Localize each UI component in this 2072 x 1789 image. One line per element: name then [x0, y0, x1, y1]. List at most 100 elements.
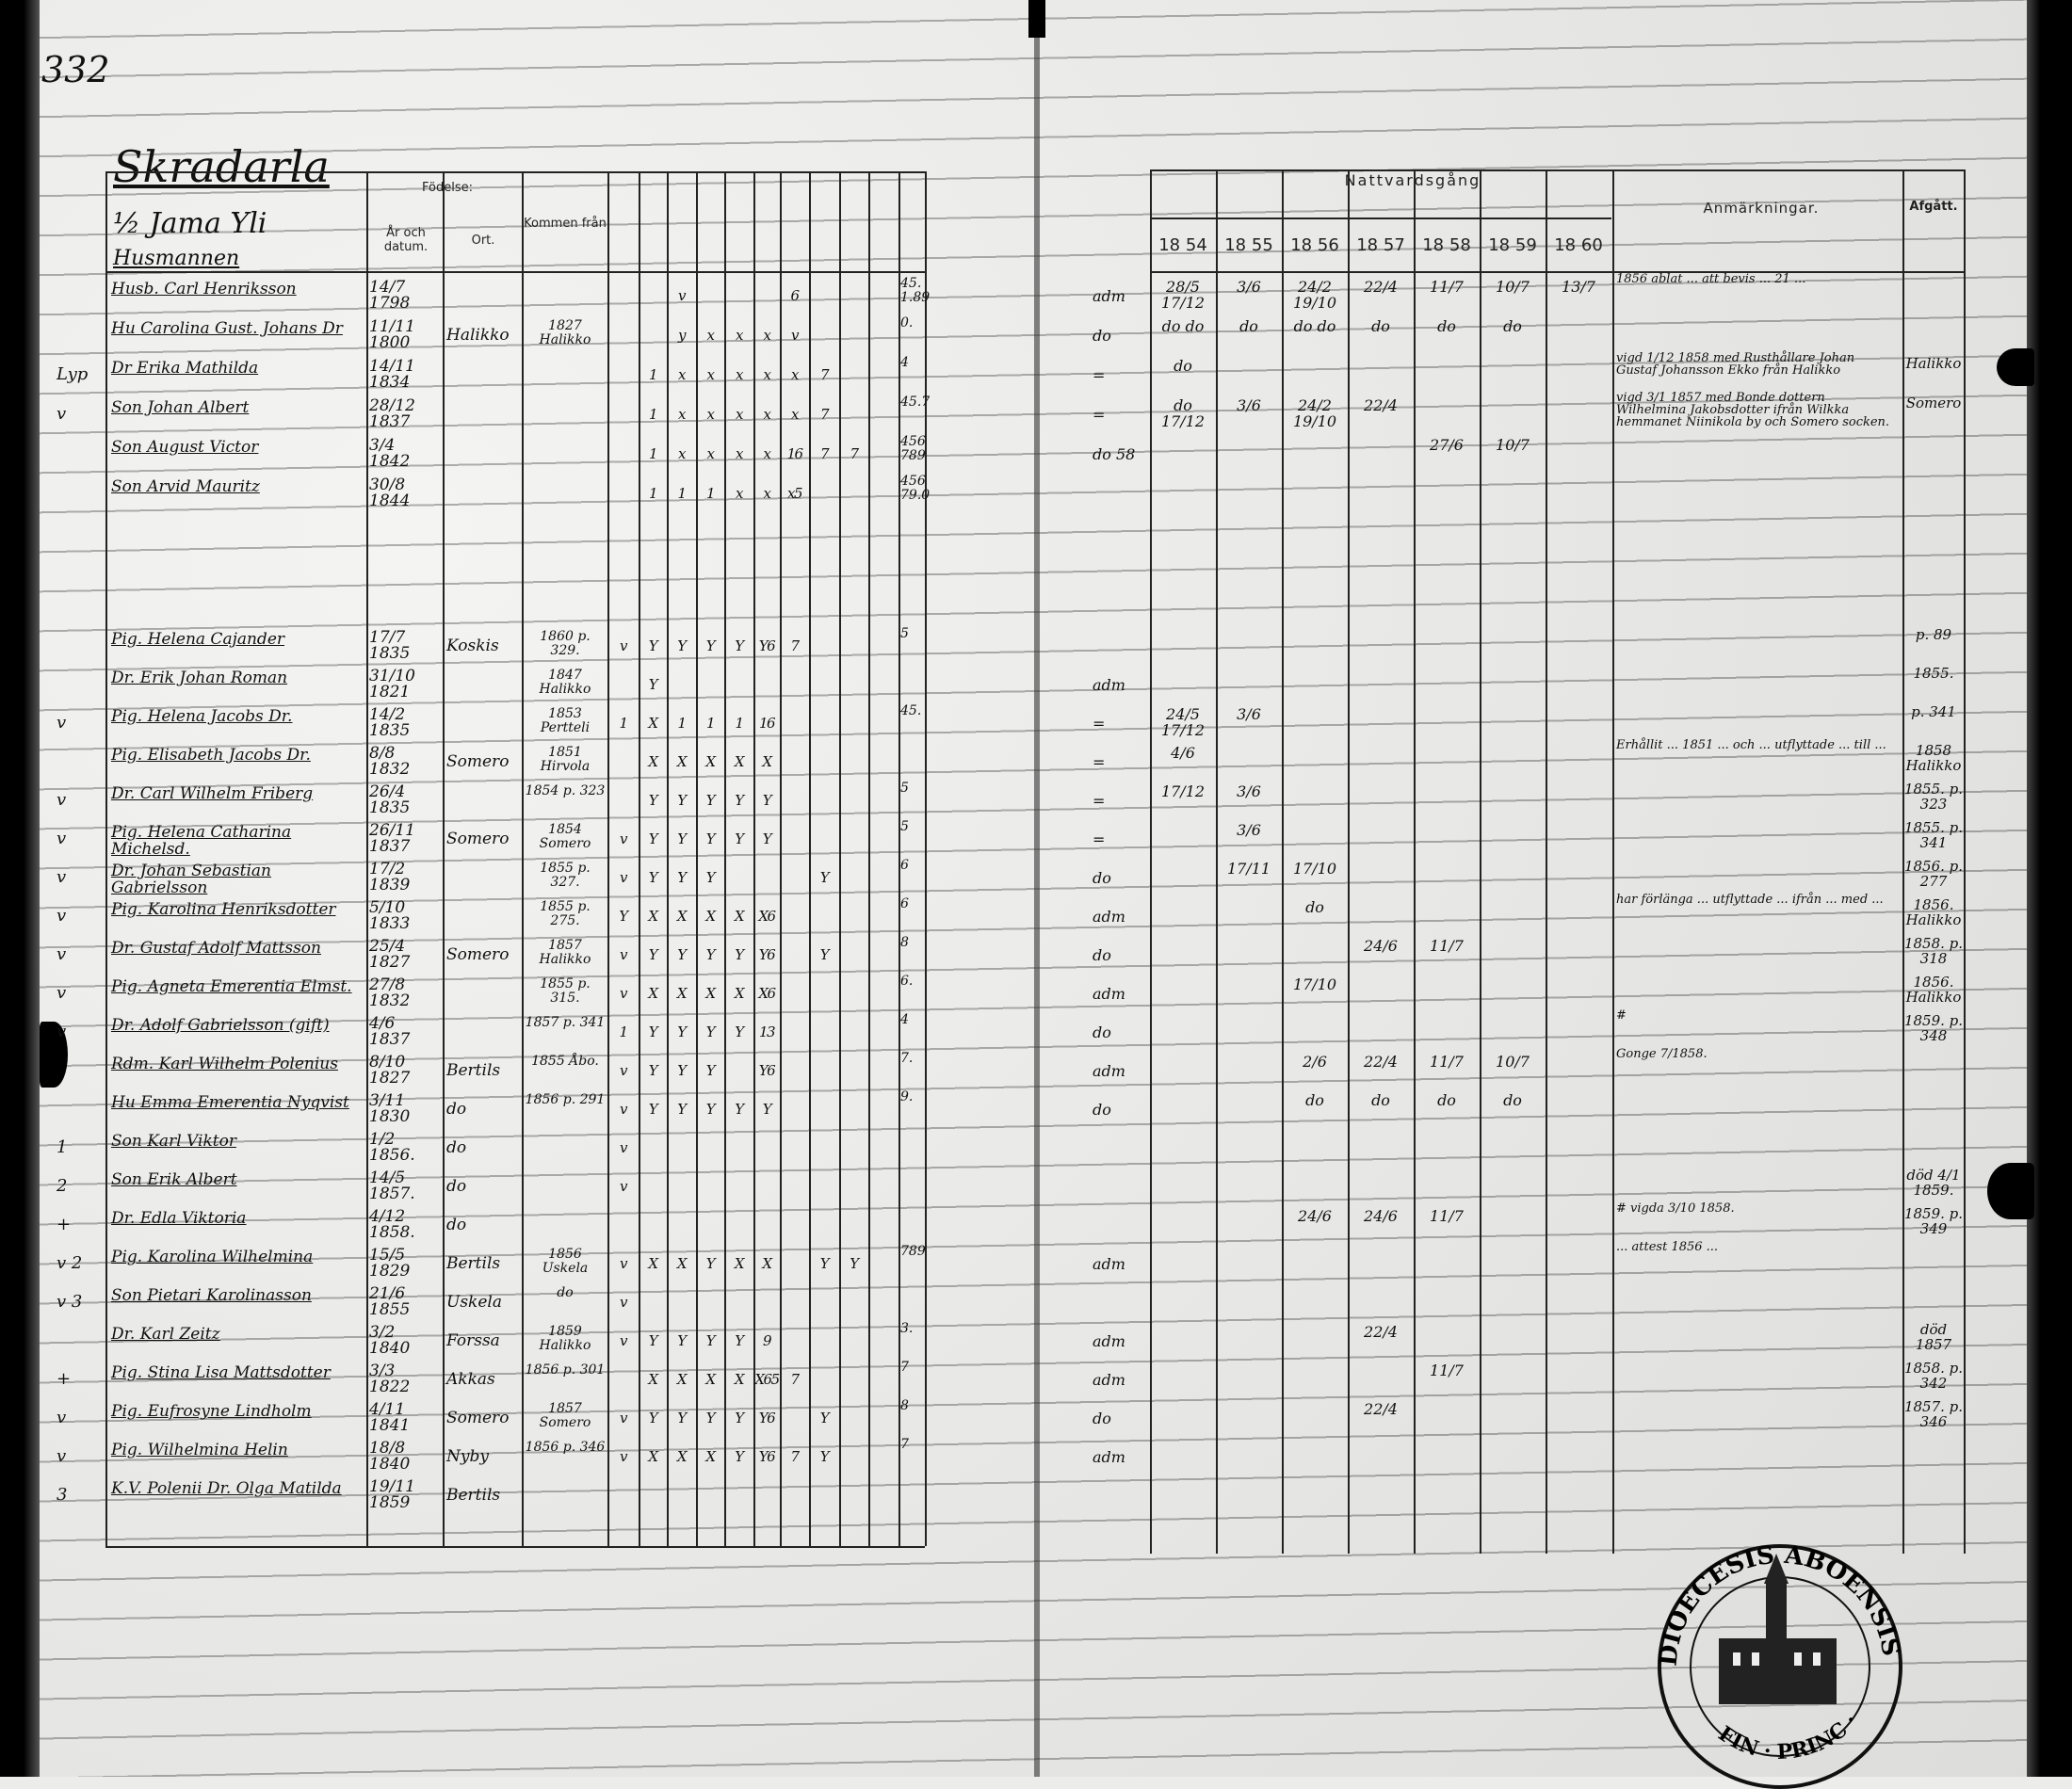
communion-prefix: adm [1093, 1332, 1125, 1350]
birth-date: 8/10 1827 [369, 1053, 411, 1088]
reading-mark: Y [705, 792, 716, 809]
communion-date: do [1371, 1091, 1390, 1109]
person-name: Dr. Gustaf Adolf Mattsson [111, 939, 321, 958]
birth-date: 4/11 1841 [369, 1400, 411, 1435]
margin-mark: v [57, 983, 67, 1003]
communion-prefix: adm [1093, 1062, 1125, 1080]
reading-mark: X [734, 908, 745, 925]
column-rule [1216, 169, 1218, 1554]
column-rule [1480, 169, 1481, 1554]
reading-mark: 1 [705, 715, 716, 732]
came-from: 1857 p. 341 [525, 1015, 606, 1030]
reading-mark: X [648, 1255, 658, 1272]
communion-prefix: = [1093, 366, 1106, 384]
came-from: 1859 Halikko [539, 1324, 591, 1353]
person-name: Dr. Karl Zeitz [111, 1325, 220, 1344]
came-from: 1856 p. 301 [525, 1362, 606, 1378]
communion-date: 3/6 [1237, 821, 1261, 839]
reading-mark: x [763, 327, 771, 344]
came-from: 1855 p. 275. [540, 899, 591, 928]
birth-place: Halikko [446, 326, 510, 345]
reading-mark: 7 [819, 366, 830, 383]
margin-mark: v [57, 906, 67, 926]
reading-mark: x [763, 366, 771, 383]
column-rule [1964, 169, 1966, 1554]
came-from: 1853 Pertteli [540, 706, 591, 735]
communion-date: do [1305, 898, 1324, 916]
reading-mark: X [648, 1448, 658, 1465]
birth-date: 14/2 1835 [369, 705, 411, 740]
exam-note: 8 [900, 935, 909, 950]
reading-mark: 1 [619, 715, 628, 732]
reading-mark: x [763, 485, 771, 502]
reading-mark: x [706, 445, 715, 462]
reading-mark: X [705, 1371, 716, 1388]
margin-mark: v [57, 829, 67, 848]
communion-date: 11/7 [1430, 1362, 1464, 1379]
reading-mark: v [678, 287, 686, 304]
came-from: 1827 Halikko [539, 318, 591, 347]
departed-note: Somero [1905, 395, 1962, 411]
reading-mark: 7 [819, 406, 830, 423]
communion-date: 22/4 [1364, 1323, 1398, 1341]
person-name: Dr. Carl Wilhelm Friberg [111, 784, 314, 803]
person-name: Pig. Agneta Emerentia Elmst. [111, 977, 352, 996]
birth-date: 3/4 1842 [369, 436, 411, 471]
reading-mark: v [791, 327, 799, 344]
departed-note: Halikko [1905, 355, 1962, 372]
reading-mark: Y [735, 637, 744, 654]
person-name: Son Erik Albert [111, 1170, 237, 1189]
reading-mark: x [791, 366, 799, 383]
birth-date: 3/11 1830 [369, 1091, 411, 1126]
communion-date: 10/7 [1496, 278, 1530, 296]
birth-place: do [446, 1138, 467, 1157]
departed-note: 1856. Halikko [1905, 896, 1962, 928]
margin-mark: 1 [57, 1137, 68, 1157]
communion-prefix: = [1093, 753, 1106, 771]
reading-mark: X [734, 1371, 745, 1388]
departed-note: 1858 Halikko [1905, 742, 1962, 774]
year-header: 18 57 [1356, 235, 1405, 255]
remark-text: Erhållit ... 1851 ... och ... utflyttade… [1616, 738, 1886, 752]
birth-date: 17/2 1839 [369, 860, 411, 894]
communion-date: do [1174, 357, 1192, 375]
came-from: 1857 Somero [539, 1401, 591, 1430]
reading-mark: X [762, 1255, 772, 1272]
remark-text: Gonge 7/1858. [1616, 1047, 1708, 1061]
came-from: 1854 Somero [539, 822, 591, 851]
column-rule [105, 171, 107, 1546]
communion-date: 24/2 19/10 [1292, 396, 1337, 430]
departed-note: död 4/1 1859. [1906, 1167, 1961, 1199]
exam-note: 8 [900, 1398, 909, 1413]
reading-mark: v [620, 830, 627, 847]
birth-date: 3/2 1840 [369, 1323, 411, 1358]
reading-mark: Y [648, 1101, 658, 1118]
came-from: 1855 Åbo. [531, 1054, 599, 1069]
birth-date: 15/5 1829 [369, 1246, 411, 1281]
person-name: Son August Victor [111, 438, 259, 457]
header-remarks: Anmärkningar. [1703, 200, 1820, 217]
reading-mark: Y [762, 1101, 772, 1118]
header-birth: Födelse: [422, 181, 473, 195]
communion-prefix: do [1093, 1410, 1111, 1427]
person-name: Pig. Karolina Henriksdotter [111, 900, 336, 919]
reading-mark: Y [677, 1062, 687, 1079]
departed-note: 1855. p. 341 [1903, 819, 1964, 851]
reading-mark: Y [648, 830, 658, 847]
came-from: 1860 p. 329. [540, 629, 591, 658]
departed-note: 1855. [1913, 665, 1954, 682]
reading-mark: X [734, 753, 745, 770]
departed-note: p. 89 [1915, 626, 1952, 643]
margin-mark: v [57, 713, 67, 733]
person-name: Hu Carolina Gust. Johans Dr [111, 319, 343, 338]
reading-mark: x [678, 406, 686, 423]
year-header: 18 55 [1224, 235, 1273, 255]
reading-mark: X6 [758, 985, 776, 1002]
communion-date: 17/12 [1160, 782, 1206, 800]
exam-note: 5 [900, 781, 909, 796]
exam-note: 9. [900, 1089, 914, 1104]
reading-mark: X [705, 1448, 716, 1465]
exam-note: 45.7 [900, 395, 931, 410]
exam-note: 6 [900, 896, 909, 911]
